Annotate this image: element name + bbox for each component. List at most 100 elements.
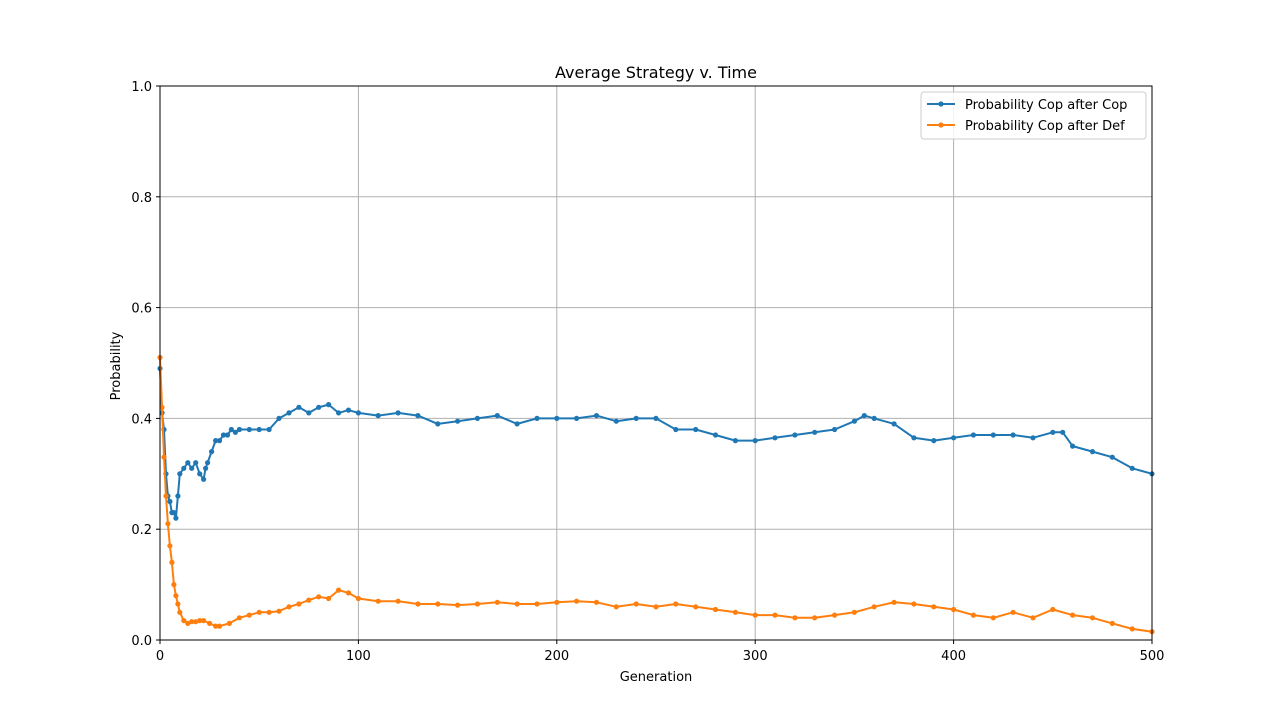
data-point [772,435,778,441]
data-point [593,599,600,605]
data-point [175,601,181,607]
data-point [931,438,937,444]
data-point [455,602,461,608]
x-tick-label: 0 [156,649,164,664]
data-point [693,426,699,433]
data-point [197,471,203,477]
ticks: 0 100 200 300 400 500 0.0 0.2 0.4 0.6 0.8 1.0 [131,80,1164,664]
data-point [812,615,818,621]
data-point [203,465,209,471]
data-point [712,432,719,438]
data-point [1070,443,1076,449]
x-tick-label: 200 [544,649,569,664]
legend-marker [938,122,944,128]
data-point [633,601,639,607]
data-point [326,595,332,602]
data-point [185,460,191,466]
data-point [266,609,272,615]
x-tick-label: 500 [1140,649,1165,664]
legend-label: Probability Cop after Def [965,119,1125,134]
data-point [185,620,191,627]
data-point [316,594,322,600]
data-point [201,618,207,624]
data-point [228,426,234,433]
data-point [193,460,199,466]
data-point [633,415,639,421]
data-point [177,609,183,615]
data-point [213,438,219,444]
data-point [256,609,262,615]
data-point [159,404,165,410]
data-point [951,435,957,441]
data-point [226,620,232,627]
data-point [209,449,215,455]
data-point [653,415,659,421]
data-point [326,402,332,408]
data-point [871,415,877,421]
data-point [167,498,173,505]
data-point [911,601,917,607]
data-point [931,604,937,610]
y-tick-label: 0.0 [131,634,152,649]
x-axis-label: Generation [620,670,693,685]
data-point [693,604,699,610]
data-point [375,598,381,604]
data-point [375,413,381,419]
data-point [316,404,322,410]
data-point [534,415,540,421]
data-point [772,612,778,618]
data-point [792,615,798,621]
data-point [574,598,580,604]
data-point [175,493,181,499]
data-point [246,612,252,618]
data-point [256,426,262,433]
data-point [336,410,342,416]
legend-box [920,91,1147,140]
data-point [990,432,996,438]
data-point [435,601,441,607]
data-point [296,601,302,607]
data-point [167,543,173,549]
data-point [1129,626,1135,632]
data-point [286,604,292,610]
data-point [345,590,352,596]
data-point [171,582,177,588]
data-point [177,471,183,477]
data-point [173,515,179,521]
data-point [1089,449,1096,455]
data-point [1030,615,1036,621]
data-point [911,435,917,441]
legend-entry: Probability Cop after Def [927,119,1125,134]
data-point [861,413,867,419]
data-point [220,432,227,438]
data-point [554,599,560,605]
data-point [306,410,312,416]
data-point [1129,465,1135,471]
data-point [236,426,242,433]
data-point [1060,429,1066,435]
data-point [871,604,877,610]
data-point [1050,606,1056,613]
data-point [1109,620,1115,627]
data-point [236,615,242,621]
data-point [494,599,500,605]
data-point [812,429,818,435]
plot-frame [159,85,1153,641]
data-point [832,612,838,618]
data-point [455,418,461,424]
data-point [1089,615,1096,621]
data-point [355,410,361,416]
data-point [1030,435,1036,441]
data-point [224,432,231,438]
data-point [169,559,175,566]
data-point [286,410,292,416]
x-tick-label: 400 [941,649,966,664]
data-point [189,465,195,471]
data-point [970,612,977,618]
data-point [732,609,739,615]
data-point [1010,609,1016,615]
data-point [276,608,282,614]
y-tick-label: 0.4 [131,412,152,427]
data-point [1109,454,1115,460]
data-point [266,426,272,433]
